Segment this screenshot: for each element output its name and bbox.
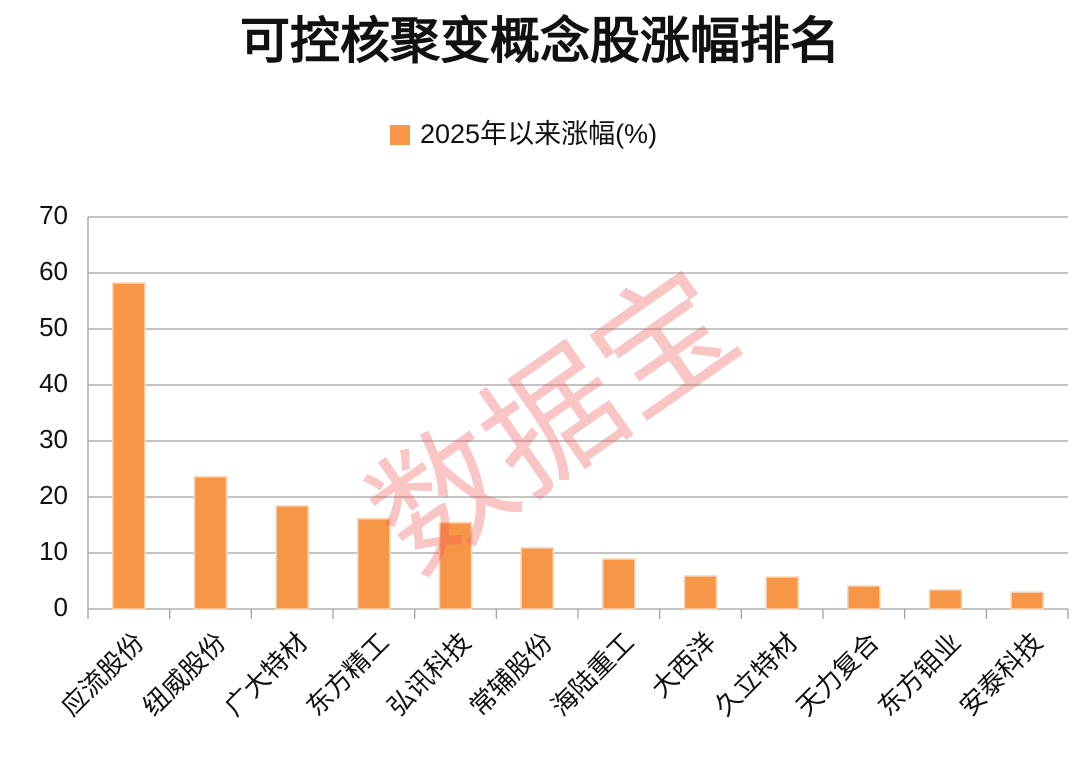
x-tick-label: 安泰科技 <box>954 627 1049 722</box>
y-tick-label: 70 <box>39 200 68 230</box>
legend-label: 2025年以来涨幅(%) <box>420 119 657 149</box>
y-tick-label: 50 <box>39 312 68 342</box>
bar <box>847 585 881 610</box>
x-tick-label: 常辅股份 <box>464 627 559 722</box>
y-tick-label: 10 <box>39 536 68 566</box>
bar <box>112 282 146 610</box>
bar <box>765 576 799 610</box>
y-tick-label: 0 <box>54 592 68 622</box>
bar <box>683 575 718 610</box>
bar <box>602 558 636 610</box>
y-tick-label: 20 <box>39 480 68 510</box>
x-tick-label: 东方精工 <box>300 627 395 722</box>
legend-swatch <box>390 125 410 145</box>
bar <box>193 476 228 610</box>
y-tick-label: 60 <box>39 256 68 286</box>
y-tick-label: 30 <box>39 424 68 454</box>
bar <box>275 505 309 610</box>
watermark: 数据宝 <box>345 243 763 599</box>
x-tick-label: 纽威股份 <box>137 627 232 722</box>
bar <box>357 518 391 610</box>
x-tick-label: 大西洋 <box>645 627 721 703</box>
x-tick-label: 东方钼业 <box>872 627 967 722</box>
bar <box>520 547 554 610</box>
chart-title: 可控核聚变概念股涨幅排名 <box>240 13 840 69</box>
x-tick-label: 天力复合 <box>790 627 885 722</box>
x-tick-label: 广大特材 <box>219 627 314 722</box>
bar <box>438 522 473 610</box>
bar <box>1010 591 1044 610</box>
y-tick-label: 40 <box>39 368 68 398</box>
x-tick-label: 久立特材 <box>709 627 804 722</box>
bar <box>928 589 963 610</box>
x-tick-label: 应流股份 <box>55 627 150 722</box>
x-tick-label: 海陆重工 <box>545 627 640 722</box>
x-tick-label: 弘讯科技 <box>382 627 477 722</box>
